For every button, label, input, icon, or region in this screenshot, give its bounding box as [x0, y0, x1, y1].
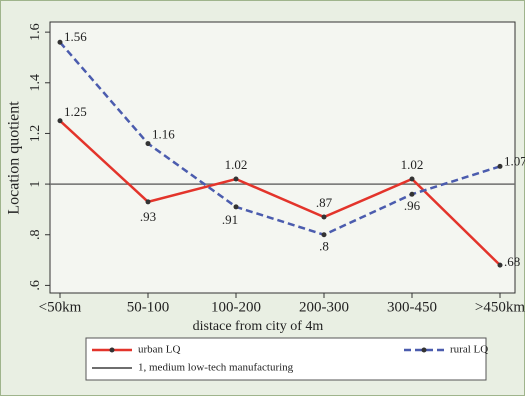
value-label: .68	[504, 254, 520, 269]
value-label: .8	[319, 239, 329, 254]
point	[321, 232, 327, 238]
legend-marker	[421, 347, 427, 353]
point	[145, 141, 151, 147]
value-label: 1.02	[225, 157, 248, 172]
x-tick-label: 300-450	[387, 299, 437, 315]
point	[233, 176, 239, 182]
value-label: .93	[140, 209, 156, 224]
value-label: 1.56	[64, 29, 87, 44]
y-tick-label: 1.6	[28, 23, 43, 41]
y-tick-label: 1	[28, 181, 43, 188]
y-axis-label: Location quotient	[6, 101, 23, 215]
legend	[85, 337, 487, 381]
series-line	[59, 41, 501, 237]
y-tick-label: .6	[28, 280, 43, 291]
point	[497, 163, 503, 169]
x-tick-label: 200-300	[299, 299, 349, 315]
legend-label: urban LQ	[138, 344, 181, 356]
value-label: 1.25	[64, 104, 87, 119]
value-label: 1.16	[152, 127, 175, 142]
plot-area	[49, 21, 516, 294]
point	[321, 214, 327, 220]
value-label: .87	[316, 195, 333, 210]
y-tick-label: .8	[28, 229, 43, 240]
point	[57, 39, 63, 45]
point	[409, 191, 415, 197]
point	[409, 176, 415, 182]
value-label: .91	[222, 212, 238, 227]
x-axis-label: distace from city of 4m	[193, 319, 324, 334]
value-label: .96	[404, 198, 421, 213]
point	[145, 199, 151, 205]
x-tick-label: 50-100	[127, 299, 170, 315]
value-label: 1.07	[504, 153, 525, 168]
series-line	[59, 119, 501, 267]
legend-label: rural LQ	[450, 344, 488, 356]
x-tick-label: <50km	[39, 299, 82, 315]
y-tick-label: 1.4	[28, 74, 43, 92]
legend-label: 1, medium low-tech manufacturing	[138, 362, 294, 374]
y-tick-label: 1.2	[28, 125, 43, 143]
legend-marker	[109, 347, 115, 353]
point	[233, 204, 239, 210]
x-tick-label: 100-200	[211, 299, 261, 315]
point	[57, 118, 63, 124]
point	[497, 262, 503, 268]
x-tick-label: >450km	[475, 299, 525, 315]
value-label: 1.02	[401, 157, 424, 172]
